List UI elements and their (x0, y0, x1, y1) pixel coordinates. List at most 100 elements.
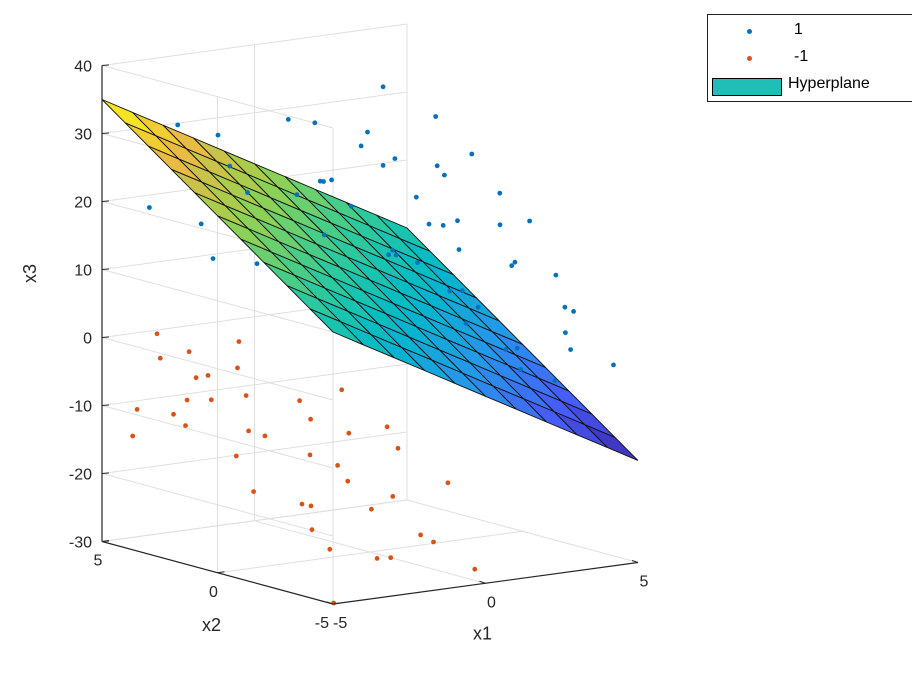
point-class-neg1 (308, 503, 314, 509)
legend-marker-icon (747, 56, 752, 61)
z-tick-label: -20 (69, 467, 92, 484)
z-tick-mark (101, 336, 110, 338)
z-tick-mark (101, 200, 110, 202)
point-class-neg1 (339, 387, 345, 393)
z-tick-mark (101, 472, 110, 474)
z-tick-mark (101, 64, 110, 66)
point-class-1 (512, 259, 518, 265)
z-tick-label: -30 (69, 535, 92, 552)
point-class-1 (393, 252, 399, 258)
point-class-1 (469, 151, 475, 157)
point-class-1 (433, 114, 439, 119)
point-class-1 (518, 367, 524, 372)
point-class-neg1 (233, 453, 239, 459)
point-class-1 (456, 247, 462, 253)
point-class-1 (413, 194, 419, 200)
point-class-1 (497, 222, 503, 228)
point-class-neg1 (134, 407, 140, 412)
tick-labels: -30 -20 -10 0 10 20 30 40 -5 0 5 -5 0 5 (69, 59, 649, 633)
point-class-1 (527, 218, 532, 224)
x2-tick-label: 0 (209, 584, 218, 601)
point-class-1 (329, 177, 334, 183)
legend-entry-class-1: 1 (708, 20, 912, 44)
point-class-1 (571, 309, 576, 314)
x1-tick-label: 0 (487, 594, 496, 611)
axis-labels: x1 x2 x3 (20, 264, 492, 643)
point-class-1 (321, 232, 327, 238)
x1-axis-label: x1 (473, 623, 492, 643)
point-class-1 (562, 304, 568, 310)
point-class-neg1 (418, 532, 423, 538)
point-class-neg1 (335, 463, 340, 468)
point-class-neg1 (130, 433, 136, 439)
legend-entry-hyperplane: Hyperplane (708, 74, 912, 98)
point-class-neg1 (309, 527, 315, 533)
z-tick-label: 20 (74, 195, 92, 212)
point-class-1 (442, 172, 447, 178)
legend: 1 -1 Hyperplane (707, 14, 912, 102)
point-class-1 (475, 304, 481, 310)
point-class-neg1 (208, 397, 214, 403)
z-tick-mark (101, 132, 110, 134)
point-class-neg1 (183, 423, 188, 428)
point-class-1 (611, 362, 616, 368)
point-class-neg1 (171, 411, 176, 417)
x1-tick-label: -5 (333, 615, 347, 632)
point-class-1 (215, 132, 221, 138)
point-class-neg1 (184, 397, 190, 403)
legend-label: Hyperplane (788, 75, 870, 92)
point-class-1 (358, 143, 364, 149)
point-class-1 (459, 288, 465, 294)
point-class-1 (552, 378, 558, 383)
hyperplane-cell (584, 423, 639, 461)
points-in-front (130, 84, 616, 606)
z-tick-label: 10 (74, 263, 92, 280)
z-tick-mark (101, 404, 110, 406)
z-tick-label: 0 (83, 331, 92, 348)
point-class-neg1 (246, 428, 252, 434)
x2-tick-mark (217, 571, 225, 574)
legend-label: 1 (794, 21, 803, 38)
point-class-1 (380, 163, 386, 168)
z-tick-label: -10 (69, 399, 92, 416)
x3-axis-label: x3 (20, 264, 40, 283)
z-tick-label: 30 (74, 127, 92, 144)
point-class-neg1 (388, 555, 394, 561)
legend-swatch-icon (712, 78, 782, 96)
point-class-1 (147, 205, 152, 210)
point-class-neg1 (390, 494, 396, 499)
point-class-1 (434, 163, 440, 169)
point-class-1 (348, 203, 354, 209)
point-class-neg1 (308, 416, 313, 422)
point-class-1 (390, 247, 395, 253)
point-class-neg1 (251, 489, 256, 494)
point-class-1 (455, 218, 460, 224)
point-class-neg1 (331, 600, 337, 606)
point-class-1 (553, 272, 559, 278)
point-class-1 (210, 256, 216, 261)
point-class-1 (568, 347, 573, 352)
point-class-neg1 (193, 375, 199, 381)
point-class-neg1 (431, 539, 436, 545)
legend-entry-class-neg1: -1 (708, 47, 912, 71)
x1-tick-mark (479, 580, 486, 584)
z-tick-mark (101, 268, 110, 270)
legend-label: -1 (794, 48, 809, 65)
point-class-neg1 (157, 355, 163, 361)
x2-axis-label: x2 (202, 615, 221, 635)
point-class-1 (447, 288, 453, 294)
point-class-1 (312, 120, 318, 126)
point-class-neg1 (154, 331, 160, 337)
point-class-1 (497, 190, 503, 196)
point-class-neg1 (374, 556, 380, 561)
point-class-neg1 (345, 478, 351, 484)
point-class-1 (426, 221, 432, 227)
x2-tick-mark (332, 602, 341, 605)
legend-marker-icon (747, 29, 752, 34)
point-class-1 (509, 263, 515, 269)
point-class-1 (245, 190, 250, 195)
point-class-1 (463, 320, 469, 326)
x1-tick-mark (631, 560, 639, 563)
hyperplane-cell (101, 99, 156, 137)
point-class-neg1 (235, 365, 240, 371)
